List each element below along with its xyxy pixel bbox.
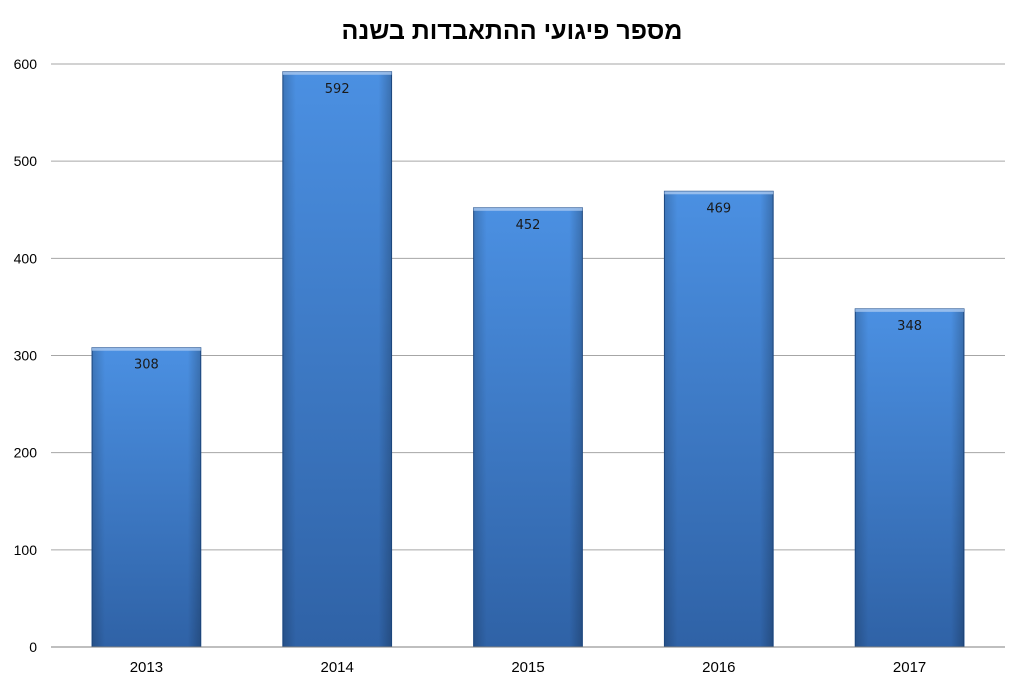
y-tick-label: 400	[14, 250, 38, 266]
data-label: 308	[134, 358, 159, 373]
y-tick-label: 600	[14, 56, 38, 72]
bar-shading	[473, 207, 583, 647]
bar-top-highlight	[282, 71, 392, 75]
bar-top-highlight	[473, 207, 583, 211]
x-tick-label: 2013	[130, 659, 163, 676]
x-tick-label: 2015	[511, 659, 544, 676]
data-label: 452	[516, 218, 541, 233]
y-tick-label: 500	[14, 153, 38, 169]
x-tick-label: 2016	[702, 659, 735, 676]
data-label: 592	[325, 82, 350, 97]
bar-top-highlight	[855, 308, 964, 312]
y-tick-label: 0	[29, 639, 37, 655]
y-tick-label: 100	[14, 542, 38, 558]
x-axis-ticks: 2013 2014 2015 2016 2017	[130, 659, 927, 676]
chart-title: מספר פיגועי ההתאבדות בשנה	[342, 17, 683, 45]
bar-shading	[664, 191, 774, 647]
data-label: 348	[897, 319, 922, 334]
y-tick-label: 300	[14, 348, 38, 364]
bar-top-highlight	[92, 347, 201, 351]
bar-top-highlight	[664, 191, 774, 195]
y-tick-label: 200	[14, 445, 38, 461]
x-tick-label: 2017	[893, 659, 926, 676]
data-label: 469	[706, 201, 731, 216]
bar-shading	[92, 347, 201, 647]
y-axis-ticks: 0 100 200 300 400 500 600	[14, 56, 38, 655]
bar-shading	[855, 308, 964, 647]
bar-shading	[282, 71, 392, 648]
bars: 308 592 452 469 348	[91, 71, 965, 648]
x-tick-label: 2014	[321, 659, 354, 676]
